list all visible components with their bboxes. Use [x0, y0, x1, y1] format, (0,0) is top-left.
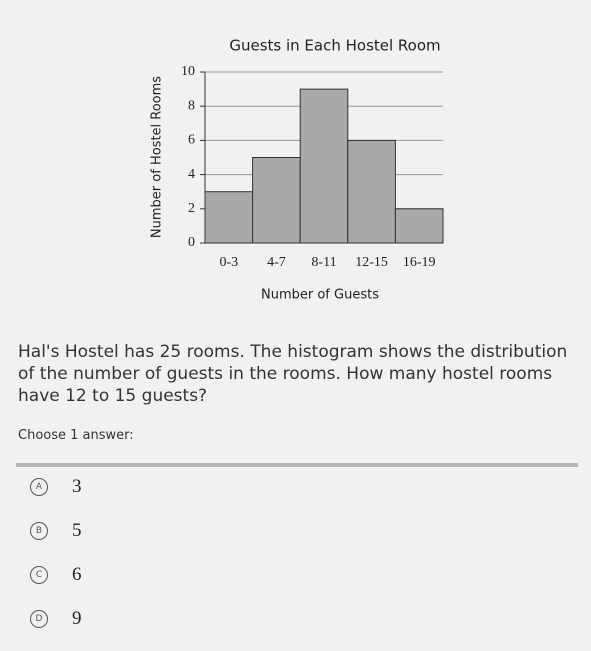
y-tick-label: 0 [188, 235, 195, 250]
y-axis-title: Number of Hostel Rooms [150, 76, 165, 238]
y-tick-label: 8 [188, 98, 195, 113]
bar [204, 191, 254, 244]
chart-title: Guests in Each Hostel Room [229, 37, 440, 55]
y-tick-label: 10 [181, 64, 195, 79]
question-text: Hal's Hostel has 25 rooms. The histogram… [18, 342, 568, 406]
choice-text: 5 [72, 520, 82, 541]
choice-text: 9 [72, 608, 82, 629]
bar [252, 157, 301, 244]
choice-letter: A [30, 478, 48, 496]
x-tick-label: 16-19 [403, 255, 436, 270]
prompt: Choose 1 answer: [18, 428, 134, 443]
y-tick-label: 2 [188, 201, 195, 216]
x-tick-label: 8-11 [311, 255, 336, 270]
bar [299, 88, 349, 244]
x-tick-label: 4-7 [267, 255, 286, 270]
choice-letter: D [30, 610, 48, 628]
choice-letter: C [30, 566, 48, 584]
y-tick-label: 4 [188, 167, 195, 182]
choice-text: 3 [72, 476, 82, 497]
divider [16, 463, 578, 467]
choice-text: 6 [72, 564, 82, 585]
chart: Guests in Each Hostel Room Number of Gue… [150, 37, 444, 303]
y-tick-label: 6 [188, 133, 195, 148]
x-tick-label: 0-3 [219, 255, 238, 270]
x-axis-title: Number of Guests [261, 288, 379, 303]
bar [347, 139, 396, 244]
choice-letter: B [30, 522, 48, 540]
x-tick-label: 12-15 [355, 255, 388, 270]
bar [394, 208, 444, 244]
